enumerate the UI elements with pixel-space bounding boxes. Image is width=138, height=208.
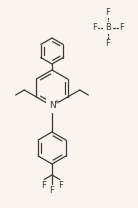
Text: F: F — [41, 182, 46, 191]
Text: F: F — [106, 39, 110, 48]
Text: F: F — [92, 24, 97, 32]
Text: F: F — [58, 182, 63, 191]
Text: N: N — [49, 102, 55, 110]
Text: F: F — [119, 24, 124, 32]
Text: F: F — [106, 8, 110, 17]
Text: F: F — [50, 186, 54, 195]
Text: +: + — [54, 99, 59, 105]
Text: B: B — [105, 24, 111, 32]
